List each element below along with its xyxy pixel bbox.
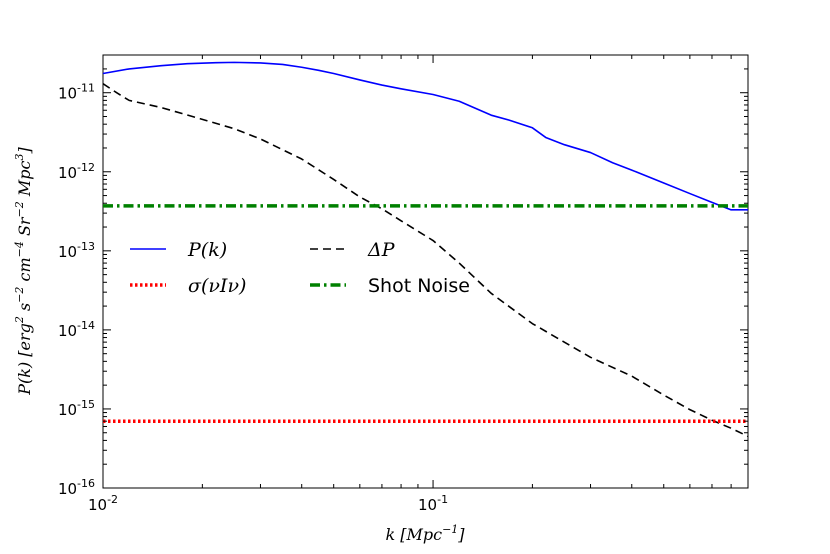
x-axis-label: k [Mpc−1] bbox=[385, 523, 465, 544]
x-tick-label-1: 10-1 bbox=[418, 493, 448, 514]
series-line-0 bbox=[102, 61, 748, 211]
legend: P(k) ΔP σ(νIν) Shot Noise bbox=[130, 239, 470, 297]
y-tick-label-3: 10-13 bbox=[58, 240, 95, 261]
y-axis-label: P(k) [erg2 s−2 cm−4 Sr−2 Mpc3] bbox=[13, 147, 34, 396]
series-layer bbox=[102, 61, 749, 438]
y-tick-label-4: 10-12 bbox=[58, 161, 95, 182]
y-tick-label-2: 10-14 bbox=[58, 319, 95, 340]
x-tick-label-0: 10-2 bbox=[88, 493, 118, 514]
plot-frame bbox=[102, 54, 749, 489]
tick-layer: 10-2 10-1 10-16 10-15 10-14 10-13 10-12 10-11 bbox=[58, 54, 749, 514]
y-tick-label-0: 10-16 bbox=[58, 477, 95, 498]
legend-label-0: P(k) bbox=[187, 239, 227, 261]
series-line-1 bbox=[102, 83, 749, 438]
legend-label-3: Shot Noise bbox=[368, 275, 470, 297]
y-tick-label-5: 10-11 bbox=[58, 82, 95, 103]
y-tick-label-1: 10-15 bbox=[58, 398, 95, 419]
legend-label-1: ΔP bbox=[367, 239, 396, 261]
legend-label-2: σ(νIν) bbox=[188, 275, 246, 297]
